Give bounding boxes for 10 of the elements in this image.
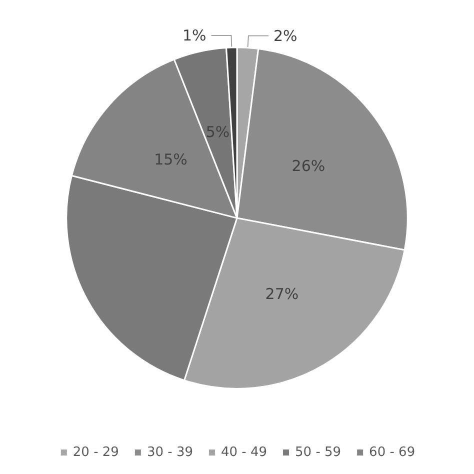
- legend-label: 40 - 49: [220, 445, 268, 460]
- legend-label: 30 - 39: [146, 445, 193, 460]
- legend-label: 20 - 29: [72, 445, 119, 460]
- legend-label: 60 - 69: [369, 445, 416, 460]
- data-label: 15%: [154, 150, 188, 169]
- data-label: 1%: [182, 26, 206, 44]
- data-label: 2%: [273, 26, 298, 45]
- legend-label: 50 - 59: [295, 445, 342, 460]
- data-label: 26%: [292, 157, 326, 176]
- data-label: 27%: [265, 285, 299, 304]
